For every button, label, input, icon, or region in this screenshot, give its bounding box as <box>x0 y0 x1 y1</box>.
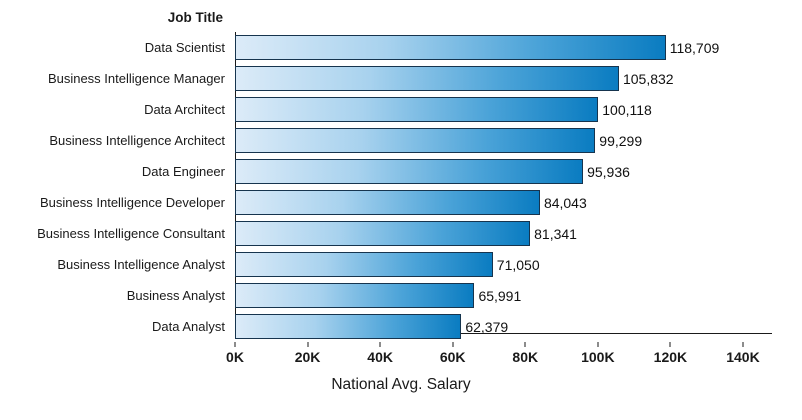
bar-track: 84,043 <box>235 189 772 216</box>
x-tick-label: 60K <box>439 349 466 365</box>
x-tick-mark <box>307 342 309 347</box>
x-tick-mark <box>597 342 599 347</box>
bar <box>235 35 666 60</box>
category-label: Data Architect <box>144 102 225 117</box>
x-tick-mark <box>524 342 526 347</box>
bar-track: 100,118 <box>235 96 772 123</box>
chart-row: Business Intelligence Manager 105,832 <box>0 63 802 94</box>
bar <box>235 97 599 122</box>
x-axis-label: National Avg. Salary <box>331 376 471 393</box>
chart-row: Business Intelligence Developer 84,043 <box>0 187 802 218</box>
bar-track: 95,936 <box>235 158 772 185</box>
x-axis: 0K 20K 40K 60K 80K 100K 120K 140K <box>226 342 772 372</box>
bar <box>235 221 531 246</box>
x-tick-mark <box>669 342 671 347</box>
chart-row: Business Analyst 65,991 <box>0 280 802 311</box>
bar-rows: Data Scientist 118,709 Business Intelligen… <box>0 32 802 342</box>
value-label: 84,043 <box>543 194 587 211</box>
x-tick-label: 0K <box>226 349 244 365</box>
category-label: Business Analyst <box>126 288 225 303</box>
value-label: 81,341 <box>534 225 577 242</box>
value-label: 100,118 <box>602 101 652 118</box>
chart-row: Business Intelligence Analyst 71,050 <box>0 249 802 280</box>
category-label: Business Intelligence Manager <box>47 71 225 86</box>
x-tick-label: 140K <box>726 349 760 365</box>
bar-track: 105,832 <box>235 65 772 92</box>
bar-track: 62,379 <box>235 313 772 340</box>
category-label: Data Analyst <box>152 319 225 334</box>
bar-track: 81,341 <box>235 220 772 247</box>
bar <box>235 283 475 308</box>
category-label: Business Intelligence Architect <box>49 133 225 148</box>
x-tick-mark <box>379 342 381 347</box>
chart-row: Business Intelligence Architect 99,299 <box>0 125 802 156</box>
value-label: 71,050 <box>496 256 540 273</box>
category-label: Business Intelligence Consultant <box>37 226 225 241</box>
value-label: 65,991 <box>478 287 522 304</box>
value-label: 99,299 <box>599 132 643 149</box>
value-label: 95,936 <box>587 163 630 180</box>
category-label: Business Intelligence Analyst <box>57 257 225 272</box>
x-tick-mark <box>234 342 236 347</box>
x-tick-label: 120K <box>653 349 688 365</box>
bar-track: 65,991 <box>235 282 772 309</box>
chart-row: Business Intelligence Consultant 81,341 <box>0 218 802 249</box>
x-tick-mark <box>452 342 454 347</box>
chart-row: Data Architect 100,118 <box>0 94 802 125</box>
bar <box>235 252 493 277</box>
x-tick-label: 100K <box>581 349 615 365</box>
x-tick-label: 40K <box>367 349 393 365</box>
chart-row: Data Analyst 62,379 <box>0 311 802 342</box>
bar <box>235 128 596 153</box>
value-label: 62,379 <box>465 318 509 335</box>
bar <box>235 159 584 184</box>
bar <box>235 66 619 91</box>
value-label: 105,832 <box>622 70 674 87</box>
bar <box>235 314 462 339</box>
bar <box>235 190 540 215</box>
chart-row: Data Engineer 95,936 <box>0 156 802 187</box>
bar-track: 71,050 <box>235 251 772 278</box>
bar-track: 118,709 <box>235 34 772 61</box>
chart-row: Data Scientist 118,709 <box>0 32 802 63</box>
value-label: 118,709 <box>669 39 720 56</box>
x-tick-label: 80K <box>512 349 539 365</box>
category-label: Data Engineer <box>141 164 225 179</box>
x-tick-mark <box>742 342 744 347</box>
x-tick-label: 20K <box>294 349 321 365</box>
category-label: Data Scientist <box>144 40 225 55</box>
bar-track: 99,299 <box>235 127 772 154</box>
category-label: Business Intelligence Developer <box>40 195 225 210</box>
y-axis-title: Job Title <box>167 10 223 25</box>
